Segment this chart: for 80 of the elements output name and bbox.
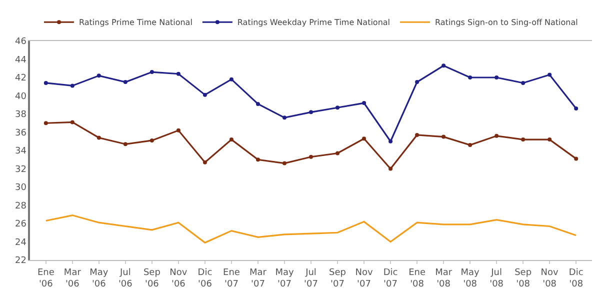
point (256, 158, 260, 162)
point (123, 80, 128, 84)
x-tick-label: Dic '08 (568, 268, 584, 290)
x-tick-label: Mar '08 (435, 268, 452, 290)
point (574, 106, 578, 111)
point (44, 121, 48, 126)
x-tick-label: Ene '06 (37, 268, 55, 290)
x-tick-label: May '08 (460, 268, 480, 290)
y-tick-label: 28 (14, 201, 27, 212)
y-tick-label: 46 (14, 37, 27, 48)
point (574, 156, 578, 161)
x-tick-label: Mar '06 (64, 268, 82, 290)
point (521, 80, 526, 85)
legend-label: Ratings Sign-on to Sing-off National (435, 18, 578, 28)
point (282, 116, 286, 120)
legend-label: Ratings Weekday Prime Time National (237, 18, 390, 28)
point (388, 139, 393, 144)
point (202, 92, 207, 97)
point (548, 72, 552, 77)
y-tick-label: 22 (14, 256, 26, 266)
y-tick-label: 44 (14, 55, 27, 66)
y-tick-label: 26 (14, 220, 27, 230)
point (150, 70, 154, 74)
x-tick-label: Sep '07 (329, 268, 346, 290)
x-tick-label: Sep '06 (143, 268, 161, 290)
point (123, 142, 128, 146)
y-tick-label: 24 (14, 238, 27, 248)
point (548, 138, 552, 142)
x-tick-label: May '07 (275, 268, 294, 290)
x-tick-label: Dic '07 (383, 268, 398, 290)
x-tick-label: Jul '08 (490, 268, 504, 290)
point (309, 154, 313, 159)
point (362, 101, 366, 106)
x-tick-label: May '06 (90, 268, 109, 290)
point (442, 134, 446, 139)
point (336, 151, 340, 156)
x-tick-label: Nov '07 (355, 268, 374, 290)
point (176, 72, 180, 76)
point (415, 132, 420, 137)
point (388, 166, 393, 171)
x-tick-label: Jul '06 (118, 268, 133, 290)
point (468, 143, 472, 148)
point (362, 136, 366, 141)
y-tick-label: 34 (14, 146, 27, 157)
point (96, 136, 101, 140)
point (202, 160, 207, 164)
point (521, 138, 526, 142)
y-tick-label: 36 (14, 128, 27, 138)
point (70, 120, 74, 124)
point (70, 84, 74, 88)
point (336, 106, 340, 110)
x-tick-label: Ene '08 (408, 268, 426, 290)
x-tick-label: Sep '08 (514, 268, 532, 290)
y-tick-label: 42 (14, 74, 26, 84)
y-tick-label: 30 (14, 183, 27, 194)
point (256, 102, 260, 106)
point (229, 77, 234, 82)
point (468, 76, 472, 80)
y-tick-label: 32 (14, 164, 26, 175)
point (442, 64, 446, 68)
point (282, 161, 286, 166)
y-tick-label: 38 (14, 110, 27, 120)
y-tick-label: 40 (14, 92, 27, 102)
point (176, 128, 180, 132)
x-tick-label: Nov '06 (170, 268, 188, 290)
x-tick-label: Nov '08 (540, 268, 560, 290)
x-tick-label: Jul '07 (304, 268, 318, 290)
x-tick-label: Dic '06 (198, 268, 212, 290)
point (494, 76, 499, 80)
x-tick-label: Mar '07 (249, 268, 267, 290)
point (229, 138, 234, 142)
point (44, 80, 48, 85)
point (96, 74, 101, 78)
point (415, 80, 420, 84)
legend-label: Ratings Prime Time National (79, 18, 192, 28)
x-tick-label: Ene '07 (223, 268, 240, 290)
point (309, 110, 313, 114)
point (494, 134, 499, 138)
line-series (45, 214, 577, 244)
point (150, 138, 154, 142)
